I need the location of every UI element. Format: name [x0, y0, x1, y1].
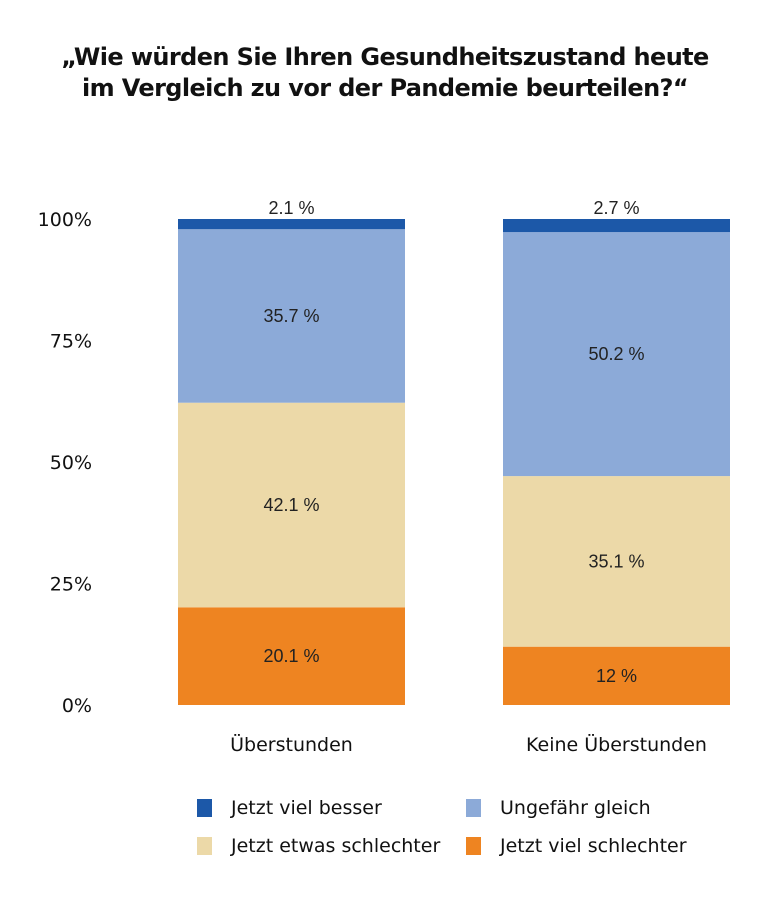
y-tick-label: 100%: [38, 209, 92, 231]
legend-swatch-icon: [466, 837, 481, 855]
data-label: 20.1 %: [263, 646, 319, 666]
chart-title-line-1: „Wie würden Sie Ihren Gesundheitszustand…: [61, 43, 709, 71]
legend-item-jetzt-viel-schlechter: Jetzt viel schlechter: [466, 835, 687, 857]
legend-item-ungefaehr-gleich: Ungefähr gleich: [466, 797, 651, 819]
y-tick-label: 50%: [50, 452, 92, 474]
x-category-label: Keine Überstunden: [526, 733, 707, 756]
y-tick-label: 0%: [62, 695, 92, 717]
bar-segment-jetzt-etwas-schlechter: [178, 402, 405, 608]
legend-label: Jetzt viel schlechter: [500, 835, 687, 857]
y-tick-label: 75%: [50, 331, 92, 353]
bar-segment-jetzt-viel-schlechter: [178, 607, 405, 705]
data-label: 12 %: [596, 666, 637, 686]
legend-item-jetzt-etwas-schlechter: Jetzt etwas schlechter: [197, 835, 440, 857]
legend-item-jetzt-viel-besser: Jetzt viel besser: [197, 797, 382, 819]
bar-segment-jetzt-viel-schlechter: [503, 646, 730, 705]
bar-segment-ungefaehr-gleich: [503, 232, 730, 477]
data-label: 35.7 %: [263, 306, 319, 326]
data-label: 2.7 %: [593, 198, 639, 218]
legend-swatch-icon: [197, 837, 212, 855]
legend-swatch-icon: [466, 799, 481, 817]
legend-label: Ungefähr gleich: [500, 797, 651, 819]
chart-title-line-2: im Vergleich zu vor der Pandemie beurtei…: [81, 74, 689, 102]
bar-segment-jetzt-viel-besser: [503, 219, 730, 233]
x-category-label: Überstunden: [230, 733, 353, 756]
legend-label: Jetzt etwas schlechter: [231, 835, 441, 857]
chart-title: „Wie würden Sie Ihren Gesundheitszustand…: [0, 42, 770, 104]
bar-segment-ungefaehr-gleich: [178, 229, 405, 403]
data-label: 35.1 %: [588, 551, 644, 571]
data-label: 42.1 %: [263, 495, 319, 515]
data-label: 2.1 %: [268, 198, 314, 218]
bar-segment-jetzt-etwas-schlechter: [503, 476, 730, 647]
legend-swatch-icon: [197, 799, 212, 817]
y-tick-label: 25%: [50, 574, 92, 596]
legend-label: Jetzt viel besser: [231, 797, 382, 819]
data-label: 50.2 %: [588, 344, 644, 364]
bar-segment-jetzt-viel-besser: [178, 219, 405, 230]
